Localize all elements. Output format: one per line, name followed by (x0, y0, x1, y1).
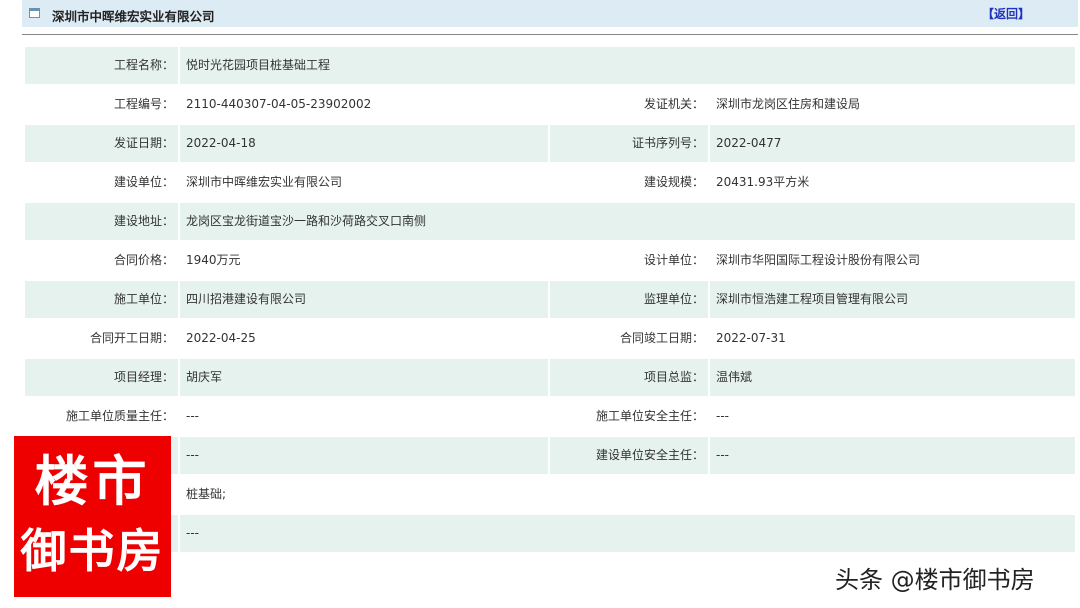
table-row: 项目经理： 胡庆军 项目总监： 温伟斌 (25, 359, 1075, 398)
field-value: 深圳市恒浩建工程项目管理有限公司 (710, 281, 1075, 318)
field-label: 发证日期： (25, 125, 178, 162)
table-row: 合同价格： 1940万元 设计单位： 深圳市华阳国际工程设计股份有限公司 (25, 242, 1075, 281)
field-value: 深圳市中晖维宏实业有限公司 (186, 175, 343, 189)
field-label: 合同竣工日期： (619, 331, 704, 345)
permit-details-table: 工程名称： 悦时光花园项目桩基础工程 工程编号： 2110-440307-04-05-… (25, 47, 1075, 554)
field-label: 项目总监： (550, 359, 708, 396)
field-value: 悦时光花园项目桩基础工程 (180, 47, 1075, 84)
field-label: 合同开工日期： (89, 331, 174, 345)
field-value: --- (716, 409, 729, 423)
logo-watermark: 楼市 御书房 (14, 436, 171, 597)
table-row: 桩基础; (25, 476, 1075, 515)
field-value: 20431.93平方米 (716, 175, 810, 189)
field-value: 2022-04-25 (186, 331, 256, 345)
logo-text-line1: 楼市 (34, 449, 151, 513)
field-label: 项目经理： (25, 359, 178, 396)
field-label: 工程名称： (25, 47, 178, 84)
field-label: 合同价格： (113, 253, 174, 267)
window-icon (29, 8, 40, 18)
field-label: 发证机关： (643, 97, 704, 111)
field-value: 四川招港建设有限公司 (180, 281, 548, 318)
back-link[interactable]: 【返回】 (981, 7, 1030, 21)
table-row: 合同开工日期： 2022-04-25 合同竣工日期： 2022-07-31 (25, 320, 1075, 359)
table-row: --- (25, 515, 1075, 554)
field-value: --- (180, 515, 1075, 552)
field-label: 建设单位： (113, 175, 174, 189)
table-row: 建设地址： 龙岗区宝龙街道宝沙一路和沙荷路交叉口南侧 (25, 203, 1075, 242)
table-row: 发证日期： 2022-04-18 证书序列号： 2022-0477 (25, 125, 1075, 164)
field-label: 设计单位： (643, 253, 704, 267)
table-row: 施工单位质量主任： --- 施工单位安全主任： --- (25, 398, 1075, 437)
field-value: --- (180, 437, 548, 474)
field-value: 2022-07-31 (716, 331, 786, 345)
table-row: 施工单位： 四川招港建设有限公司 监理单位： 深圳市恒浩建工程项目管理有限公司 (25, 281, 1075, 320)
field-value: 桩基础; (186, 487, 227, 501)
field-label: 施工单位安全主任： (595, 409, 704, 423)
field-value: 2110-440307-04-05-23902002 (186, 97, 372, 111)
table-row: --- 建设单位安全主任： --- (25, 437, 1075, 476)
divider (22, 34, 1078, 35)
field-label: 证书序列号： (550, 125, 708, 162)
logo-text-line2: 御书房 (20, 524, 165, 578)
field-value: --- (186, 409, 199, 423)
field-value: --- (710, 437, 1075, 474)
source-watermark: 头条 @楼市御书房 (835, 566, 1035, 594)
header-bar: 深圳市中晖维宏实业有限公司 【返回】 (22, 0, 1078, 27)
field-value: 深圳市华阳国际工程设计股份有限公司 (716, 253, 921, 267)
field-label: 建设规模： (643, 175, 704, 189)
field-value: 2022-0477 (710, 125, 1075, 162)
field-value: 温伟斌 (710, 359, 1075, 396)
field-value: 1940万元 (186, 253, 241, 267)
field-label: 建设地址： (25, 203, 178, 240)
field-value: 胡庆军 (180, 359, 548, 396)
table-row: 建设单位： 深圳市中晖维宏实业有限公司 建设规模： 20431.93平方米 (25, 164, 1075, 203)
field-value: 龙岗区宝龙街道宝沙一路和沙荷路交叉口南侧 (180, 203, 1075, 240)
field-value: 2022-04-18 (180, 125, 548, 162)
page-title: 深圳市中晖维宏实业有限公司 (52, 9, 215, 24)
table-row: 工程名称： 悦时光花园项目桩基础工程 (25, 47, 1075, 86)
field-label: 工程编号： (113, 97, 174, 111)
field-label: 建设单位安全主任： (550, 437, 708, 474)
field-label: 施工单位： (25, 281, 178, 318)
field-value: 深圳市龙岗区住房和建设局 (716, 97, 861, 111)
field-label: 监理单位： (550, 281, 708, 318)
field-label: 施工单位质量主任： (65, 409, 174, 423)
table-row: 工程编号： 2110-440307-04-05-23902002 发证机关： 深圳市龙… (25, 86, 1075, 125)
